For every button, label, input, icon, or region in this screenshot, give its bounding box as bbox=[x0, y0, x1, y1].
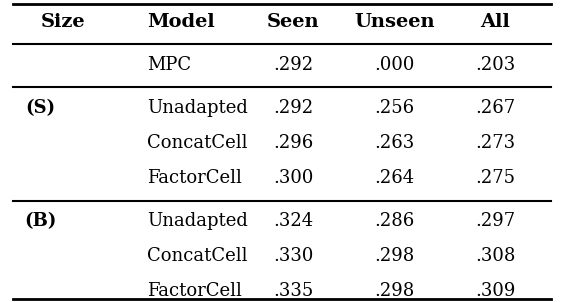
Text: .267: .267 bbox=[475, 99, 515, 117]
Text: .263: .263 bbox=[374, 134, 415, 152]
Text: .264: .264 bbox=[374, 169, 415, 187]
Text: Unadapted: Unadapted bbox=[147, 212, 248, 230]
Text: FactorCell: FactorCell bbox=[147, 282, 242, 300]
Text: (B): (B) bbox=[24, 212, 57, 230]
Text: .292: .292 bbox=[273, 99, 313, 117]
Text: .275: .275 bbox=[475, 169, 515, 187]
Text: ConcatCell: ConcatCell bbox=[147, 247, 248, 265]
Text: FactorCell: FactorCell bbox=[147, 169, 242, 187]
Text: .330: .330 bbox=[273, 247, 314, 265]
Text: .298: .298 bbox=[374, 247, 415, 265]
Text: .273: .273 bbox=[475, 134, 515, 152]
Text: All: All bbox=[481, 13, 510, 31]
Text: .298: .298 bbox=[374, 282, 415, 300]
Text: .256: .256 bbox=[374, 99, 415, 117]
Text: .300: .300 bbox=[273, 169, 314, 187]
Text: .297: .297 bbox=[475, 212, 515, 230]
Text: .324: .324 bbox=[273, 212, 313, 230]
Text: .000: .000 bbox=[374, 56, 415, 75]
Text: MPC: MPC bbox=[147, 56, 191, 75]
Text: .335: .335 bbox=[273, 282, 314, 300]
Text: Model: Model bbox=[147, 13, 215, 31]
Text: .286: .286 bbox=[374, 212, 415, 230]
Text: (S): (S) bbox=[25, 99, 56, 117]
Text: .292: .292 bbox=[273, 56, 313, 75]
Text: Unadapted: Unadapted bbox=[147, 99, 248, 117]
Text: Seen: Seen bbox=[267, 13, 320, 31]
Text: Unseen: Unseen bbox=[354, 13, 434, 31]
Text: .308: .308 bbox=[475, 247, 515, 265]
Text: ConcatCell: ConcatCell bbox=[147, 134, 248, 152]
Text: Size: Size bbox=[41, 13, 85, 31]
Text: .309: .309 bbox=[475, 282, 515, 300]
Text: .296: .296 bbox=[273, 134, 314, 152]
Text: .203: .203 bbox=[475, 56, 515, 75]
